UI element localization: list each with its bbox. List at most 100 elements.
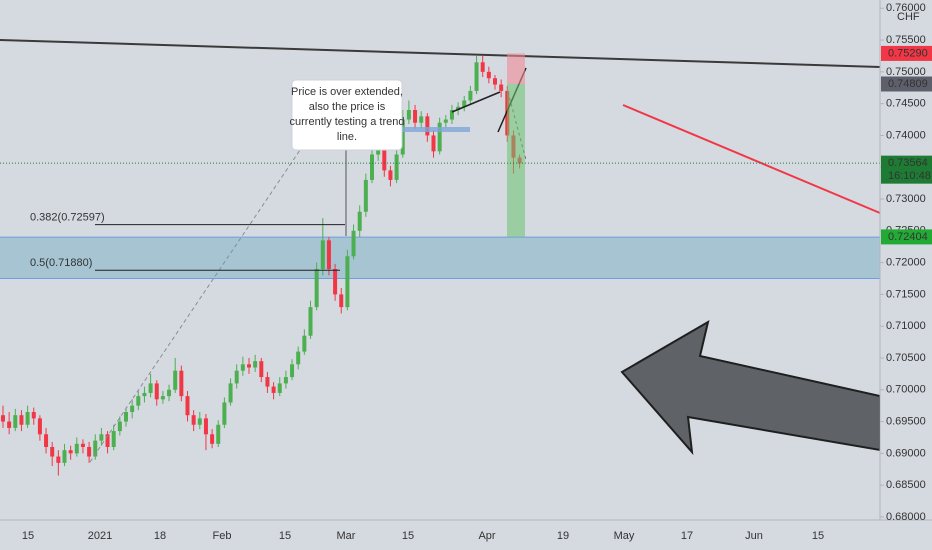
red-trend-line: [622, 104, 881, 214]
price-label: 0.73564: [888, 157, 928, 169]
candle-body: [443, 119, 448, 123]
annotation-text: currently testing a trend: [290, 116, 405, 128]
candle-body: [240, 364, 245, 371]
candle-body: [160, 396, 165, 400]
price-label: 0.72404: [888, 231, 928, 243]
candle-body: [308, 307, 313, 336]
y-tick-label: 0.70000: [886, 384, 926, 396]
candle-body: [406, 110, 411, 120]
y-tick-label: 0.68500: [886, 479, 926, 491]
candle-body: [216, 424, 221, 444]
candle-body: [259, 361, 264, 378]
zone-layer: [0, 236, 880, 279]
candle-body: [13, 415, 18, 428]
fib-label: 0.5(0.71880): [30, 257, 92, 269]
price-label-bg: [881, 45, 932, 61]
candle-body: [31, 412, 36, 419]
candle-body: [117, 421, 122, 432]
candle-body: [25, 412, 30, 425]
price-label: 0.75290: [888, 47, 928, 59]
candle-body: [370, 154, 374, 180]
x-tick-label: 15: [812, 530, 824, 542]
annotation-text: line.: [337, 131, 357, 143]
candle-body: [99, 434, 104, 441]
candle-body: [185, 396, 190, 416]
y-tick-label: 0.69000: [886, 447, 926, 459]
x-tick-label: Jun: [745, 530, 763, 542]
countdown-label: 16:10:48: [888, 170, 931, 182]
candle-body: [253, 361, 258, 368]
y-tick-label: 0.71000: [886, 320, 926, 332]
candle-body: [265, 377, 270, 387]
x-tick-label: 15: [22, 530, 34, 542]
candle-body: [468, 90, 473, 101]
currency-label: CHF: [897, 11, 920, 23]
candle-body: [93, 440, 98, 457]
trend-line: [0, 39, 881, 68]
candle-body: [74, 443, 79, 454]
candle-body: [283, 377, 288, 384]
candle-body: [431, 135, 436, 152]
candle-body: [271, 386, 276, 393]
candle-body: [247, 364, 251, 368]
candle-body: [142, 392, 147, 397]
candle-body: [197, 418, 202, 425]
candle-body: [480, 62, 485, 72]
x-tick-label: Mar: [337, 530, 356, 542]
candle-body: [314, 268, 319, 308]
price-label-bg: [881, 76, 932, 92]
annotation-text: Price is over extended,: [291, 86, 403, 98]
x-tick-label: 19: [557, 530, 569, 542]
candle-body: [148, 383, 153, 393]
y-tick-label: 0.73000: [886, 193, 926, 205]
candle-body: [320, 240, 325, 269]
candle-body: [394, 154, 399, 180]
candle-body: [357, 211, 362, 231]
candle-body: [493, 78, 497, 85]
candle-body: [62, 450, 67, 463]
y-tick-label: 0.70500: [886, 352, 926, 364]
axis-layer: 0.68000 0.68500 0.69000 0.69500 0.70000 0.705…: [22, 2, 932, 542]
y-tick-label: 0.75000: [886, 66, 926, 78]
x-tick-label: 15: [402, 530, 414, 542]
candle-body: [290, 364, 295, 378]
candle-body: [462, 100, 467, 107]
candle-body: [167, 389, 172, 397]
overlay-layer: 0.382(0.72597) 0.5(0.71880) Price is over …: [0, 53, 880, 271]
candle-body: [437, 122, 442, 152]
candle-body: [7, 421, 12, 428]
candle-body: [302, 335, 307, 352]
candle-body: [382, 148, 387, 171]
price-axis: [880, 0, 932, 550]
short-trend-line: [451, 91, 501, 113]
annotation-box: [291, 79, 403, 151]
price-label-bg: [881, 229, 932, 245]
candle-body: [376, 148, 381, 155]
candle-body: [50, 446, 55, 457]
candle-body: [413, 110, 418, 123]
supply-zone: [0, 237, 880, 279]
y-tick-label: 0.71500: [886, 288, 926, 300]
candle-body: [1, 415, 5, 422]
stop-zone: [507, 53, 525, 84]
candle-body: [154, 383, 159, 400]
target-zone: [507, 83, 525, 237]
y-tick-label: 0.69500: [886, 415, 926, 427]
candle-body: [203, 418, 208, 435]
y-tick-label: 0.75500: [886, 34, 926, 46]
x-tick-label: Feb: [213, 530, 232, 542]
candle-body: [449, 110, 454, 120]
x-tick-label: Apr: [478, 530, 495, 542]
candles-layer: [1, 55, 522, 476]
candle-body: [277, 383, 282, 393]
candle-body: [210, 434, 215, 444]
candle-body: [124, 412, 128, 422]
candle-body: [351, 230, 356, 257]
candle-body: [222, 402, 227, 425]
candle-body: [419, 116, 424, 123]
x-tick-label: May: [614, 530, 635, 542]
x-tick-label: 18: [154, 530, 166, 542]
candle-body: [456, 106, 461, 110]
candle-body: [19, 415, 24, 425]
